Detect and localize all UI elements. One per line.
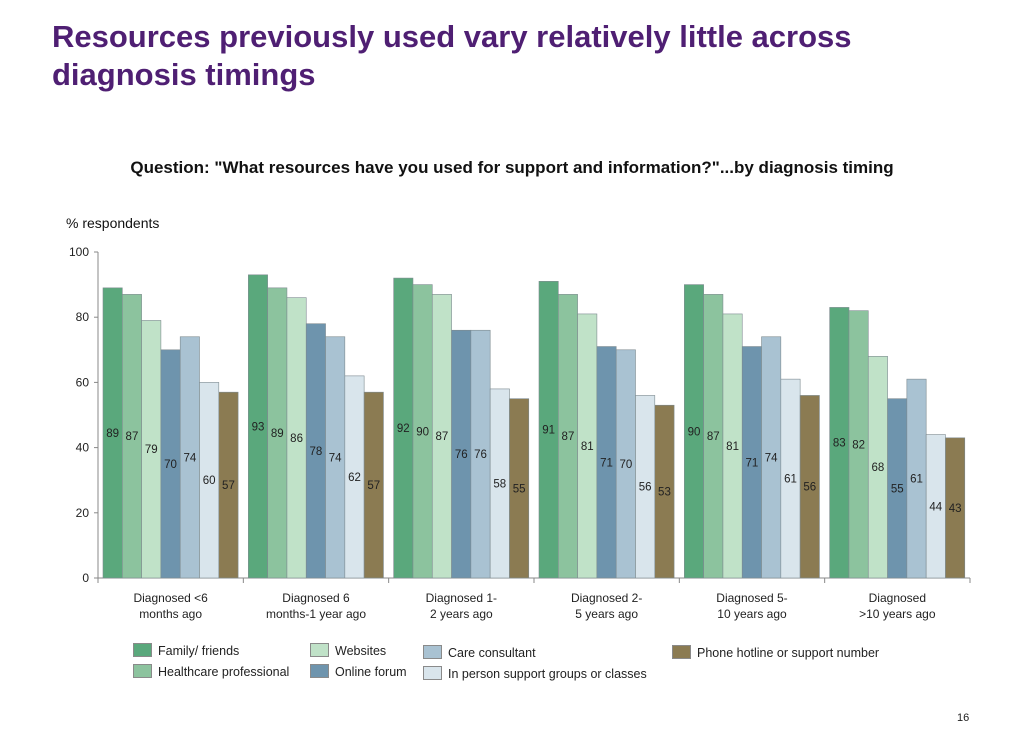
data-label: 57 xyxy=(367,480,380,492)
y-tick-label: 20 xyxy=(76,506,90,520)
data-label: 70 xyxy=(164,459,177,471)
legend-label: Healthcare professional xyxy=(158,665,290,679)
x-tick-label: >10 years ago xyxy=(859,607,936,621)
x-tick-label: Diagnosed 2- xyxy=(571,591,642,605)
x-tick-label: 10 years ago xyxy=(717,607,787,621)
data-label: 43 xyxy=(949,503,962,515)
x-tick-label: months ago xyxy=(139,607,202,621)
data-label: 56 xyxy=(639,482,652,494)
data-label: 44 xyxy=(929,501,942,513)
legend-swatch xyxy=(133,664,152,678)
chart-question: Question: "What resources have you used … xyxy=(130,158,894,177)
data-label: 82 xyxy=(852,439,865,451)
data-label: 71 xyxy=(600,457,613,469)
data-label: 90 xyxy=(416,426,429,438)
data-label: 83 xyxy=(833,438,846,450)
data-label: 55 xyxy=(513,483,526,495)
data-label: 68 xyxy=(872,462,885,474)
bar xyxy=(363,391,384,579)
legend-swatch xyxy=(423,645,442,659)
data-label: 74 xyxy=(183,452,196,464)
data-label: 92 xyxy=(397,423,410,435)
y-tick-label: 60 xyxy=(76,375,90,389)
x-tick-label: Diagnosed xyxy=(869,591,926,605)
legend-label: Family/ friends xyxy=(158,644,240,658)
bar xyxy=(654,404,675,579)
x-tick-label: Diagnosed 1- xyxy=(426,591,497,605)
y-tick-label: 0 xyxy=(82,571,89,585)
data-label: 93 xyxy=(252,421,265,433)
data-label: 74 xyxy=(765,452,778,464)
data-label: 91 xyxy=(542,425,555,437)
bar xyxy=(945,437,966,579)
data-label: 87 xyxy=(436,431,449,443)
data-label: 79 xyxy=(145,444,158,456)
page-title: Resources previously used vary relativel… xyxy=(52,19,852,92)
data-label: 57 xyxy=(222,480,235,492)
x-tick-label: months-1 year ago xyxy=(266,607,366,621)
data-label: 87 xyxy=(126,431,139,443)
data-label: 81 xyxy=(726,441,739,453)
legend-label: Phone hotline or support number xyxy=(697,646,880,660)
data-label: 58 xyxy=(493,478,506,490)
legend-label: Care consultant xyxy=(448,646,536,660)
bar xyxy=(799,395,820,579)
y-tick-label: 100 xyxy=(69,245,89,259)
data-label: 56 xyxy=(803,482,816,494)
y-tick-label: 40 xyxy=(76,441,90,455)
data-label: 89 xyxy=(271,428,284,440)
legend-swatch xyxy=(133,643,152,657)
data-label: 74 xyxy=(329,452,342,464)
bar xyxy=(218,391,239,579)
legend-label: In person support groups or classes xyxy=(448,667,647,681)
legend-swatch xyxy=(310,643,329,657)
legend-label: Online forum xyxy=(335,665,407,679)
legend-swatch xyxy=(672,645,691,659)
data-label: 71 xyxy=(745,457,758,469)
data-label: 55 xyxy=(891,483,904,495)
data-label: 61 xyxy=(784,474,797,486)
x-tick-label: 2 years ago xyxy=(430,607,493,621)
data-label: 70 xyxy=(619,459,632,471)
data-label: 61 xyxy=(910,474,923,486)
y-tick-label: 80 xyxy=(76,310,90,324)
data-label: 60 xyxy=(203,475,216,487)
data-label: 76 xyxy=(455,449,468,461)
x-tick-label: Diagnosed 5- xyxy=(716,591,787,605)
x-tick-label: Diagnosed <6 xyxy=(133,591,208,605)
data-label: 78 xyxy=(309,446,322,458)
data-label: 89 xyxy=(106,428,119,440)
data-label: 87 xyxy=(707,431,720,443)
legend-swatch xyxy=(310,664,329,678)
data-label: 86 xyxy=(290,433,303,445)
page-number: 16 xyxy=(957,712,970,724)
legend-swatch xyxy=(423,666,442,680)
data-label: 81 xyxy=(581,441,594,453)
data-label: 87 xyxy=(562,431,575,443)
data-label: 76 xyxy=(474,449,487,461)
legend-label: Websites xyxy=(335,644,387,658)
data-label: 62 xyxy=(348,472,361,484)
bar xyxy=(509,398,530,579)
y-axis-label: % respondents xyxy=(66,215,160,231)
data-label: 90 xyxy=(688,426,701,438)
x-tick-label: 5 years ago xyxy=(575,607,638,621)
x-tick-label: Diagnosed 6 xyxy=(282,591,350,605)
data-label: 53 xyxy=(658,487,671,499)
